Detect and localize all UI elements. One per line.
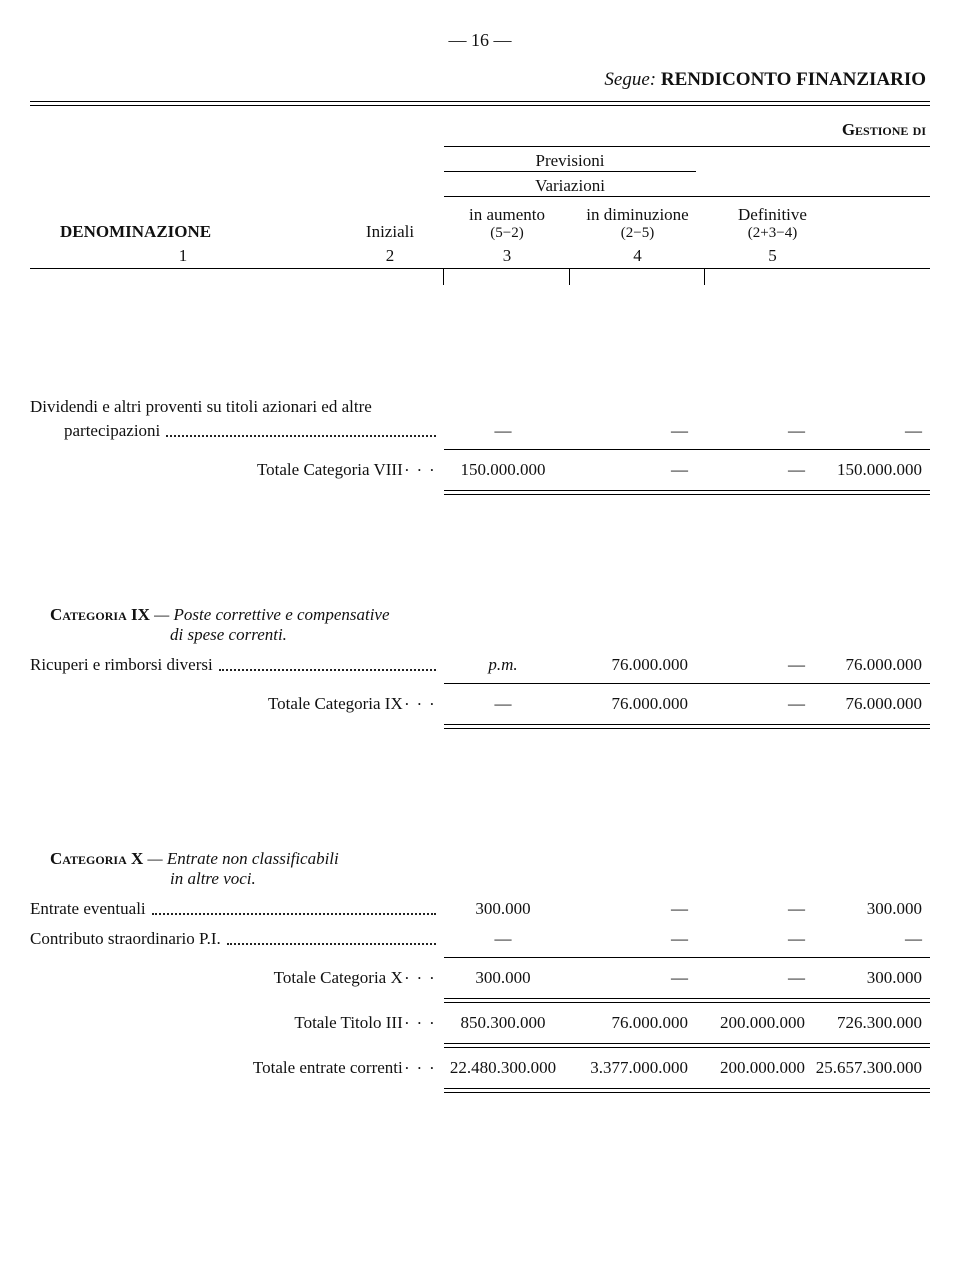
double-rule	[444, 1043, 930, 1048]
row-entrate-eventuali-c2: 300.000	[444, 899, 570, 919]
row-totale-cat9-c3: 76.000.000	[570, 694, 696, 714]
header-diminuzione-formula: (2−5)	[570, 225, 705, 242]
row-ricuperi-c4: —	[696, 655, 813, 675]
header-aumento: in aumento	[444, 205, 570, 225]
header-previsioni: Previsioni	[444, 151, 696, 172]
gestione-di: Gestione di	[30, 120, 930, 140]
table-header: Previsioni Variazioni DENOMINAZIONE Iniz…	[30, 146, 930, 285]
header-denominazione: DENOMINAZIONE	[30, 222, 336, 242]
double-rule	[444, 490, 930, 495]
row-dividendi-label: partecipazioni	[64, 421, 160, 441]
row-ricuperi: Ricuperi e rimborsi diversi p.m. 76.000.…	[30, 655, 930, 675]
row-totale-cat8-c4: —	[696, 460, 813, 480]
row-totale-cat9: Totale Categoria IX . . . — 76.000.000 —…	[30, 690, 930, 714]
colnum-4: 4	[570, 246, 705, 266]
row-entrate-eventuali-c5: 300.000	[813, 899, 930, 919]
row-contributo-c2: —	[444, 929, 570, 949]
row-totale-cat10-c3: —	[570, 968, 696, 988]
row-totale-cat8-label: Totale Categoria VIII	[257, 460, 403, 480]
row-totale-cat9-c2: —	[444, 694, 570, 714]
double-rule	[444, 724, 930, 729]
row-ricuperi-label: Ricuperi e rimborsi diversi	[30, 655, 213, 675]
header-iniziali: Iniziali	[336, 222, 444, 242]
double-rule	[444, 1088, 930, 1093]
header-definitive-formula: (2+3−4)	[705, 225, 840, 242]
row-totale-correnti-c5: 25.657.300.000	[813, 1058, 930, 1078]
row-totale-cat8: Totale Categoria VIII . . . 150.000.000 …	[30, 456, 930, 480]
row-entrate-eventuali-c4: —	[696, 899, 813, 919]
row-totale-titolo3-c3: 76.000.000	[570, 1013, 696, 1033]
row-totale-cat10-label: Totale Categoria X	[274, 968, 403, 988]
row-contributo-c4: —	[696, 929, 813, 949]
row-totale-cat9-c5: 76.000.000	[813, 694, 930, 714]
colnum-5: 5	[705, 246, 840, 266]
row-totale-correnti-c4: 200.000.000	[696, 1058, 813, 1078]
row-totale-cat8-c5: 150.000.000	[813, 460, 930, 480]
rule	[444, 449, 930, 450]
row-ricuperi-c2: p.m.	[444, 655, 570, 675]
row-totale-cat10: Totale Categoria X . . . 300.000 — — 300…	[30, 964, 930, 988]
row-totale-cat9-c4: —	[696, 694, 813, 714]
row-contributo: Contributo straordinario P.I. — — — —	[30, 929, 930, 949]
row-totale-correnti: Totale entrate correnti . . . 22.480.300…	[30, 1054, 930, 1078]
header-variazioni: Variazioni	[444, 176, 696, 197]
header-ticks	[30, 269, 930, 285]
row-totale-cat10-c4: —	[696, 968, 813, 988]
row-contributo-c3: —	[570, 929, 696, 949]
header-aumento-formula: (5−2)	[444, 225, 570, 242]
row-totale-correnti-label: Totale entrate correnti	[253, 1058, 403, 1078]
segue-label: Segue:	[604, 69, 656, 90]
row-ricuperi-c3: 76.000.000	[570, 655, 696, 675]
row-dividendi: partecipazioni — — — —	[30, 421, 930, 441]
row-totale-titolo3: Totale Titolo III . . . 850.300.000 76.0…	[30, 1009, 930, 1033]
row-totale-correnti-c2: 22.480.300.000	[444, 1058, 570, 1078]
heading-cat9: Categoria IX — Poste correttive e compen…	[30, 605, 930, 645]
row-totale-titolo3-c2: 850.300.000	[444, 1013, 570, 1033]
row-entrate-eventuali-c3: —	[570, 899, 696, 919]
row-contributo-label: Contributo straordinario P.I.	[30, 929, 221, 949]
segue-line: Segue: RENDICONTO FINANZIARIO	[30, 69, 930, 91]
heading-cat10: Categoria X — Entrate non classificabili…	[30, 849, 930, 889]
rule	[444, 957, 930, 958]
colnum-3: 3	[444, 246, 570, 266]
row-totale-titolo3-c4: 200.000.000	[696, 1013, 813, 1033]
row-contributo-c5: —	[813, 929, 930, 949]
row-ricuperi-c5: 76.000.000	[813, 655, 930, 675]
row-totale-cat8-c3: —	[570, 460, 696, 480]
colnum-2: 2	[336, 246, 444, 266]
row-dividendi-l1: Dividendi e altri proventi su titoli azi…	[30, 397, 930, 417]
row-totale-cat8-c2: 150.000.000	[444, 460, 570, 480]
row-totale-titolo3-label: Totale Titolo III	[294, 1013, 402, 1033]
row-entrate-eventuali-label: Entrate eventuali	[30, 899, 146, 919]
row-dividendi-c2: —	[444, 421, 570, 441]
segue-title: RENDICONTO FINANZIARIO	[661, 69, 926, 90]
colnum-1: 1	[30, 246, 336, 266]
row-dividendi-c4: —	[696, 421, 813, 441]
row-entrate-eventuali: Entrate eventuali 300.000 — — 300.000	[30, 899, 930, 919]
header-definitive: Definitive	[705, 205, 840, 225]
header-diminuzione: in diminuzione	[570, 205, 705, 225]
row-totale-titolo3-c5: 726.300.000	[813, 1013, 930, 1033]
rule	[444, 683, 930, 684]
double-rule	[444, 998, 930, 1003]
row-totale-cat9-label: Totale Categoria IX	[268, 694, 403, 714]
row-dividendi-c5: —	[813, 421, 930, 441]
row-totale-cat10-c5: 300.000	[813, 968, 930, 988]
top-double-rule	[30, 101, 930, 106]
row-totale-cat10-c2: 300.000	[444, 968, 570, 988]
row-dividendi-c3: —	[570, 421, 696, 441]
page-number: — 16 —	[30, 30, 930, 51]
row-totale-correnti-c3: 3.377.000.000	[570, 1058, 696, 1078]
